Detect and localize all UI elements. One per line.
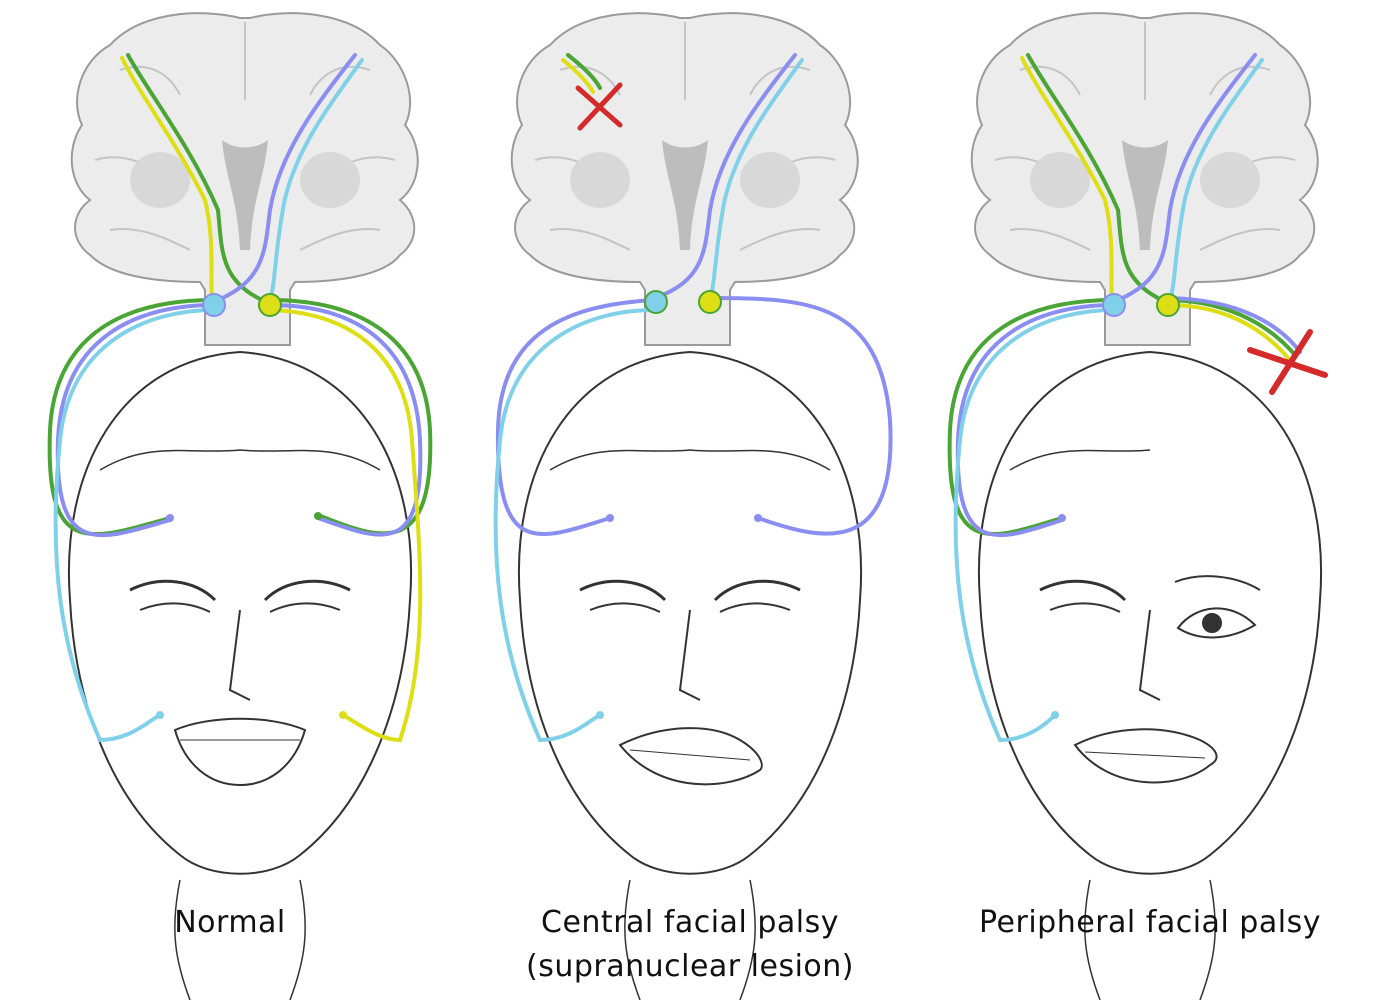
caption-normal: Normal xyxy=(174,905,286,940)
face-icon xyxy=(978,350,1322,1000)
nucleus-icon xyxy=(156,293,347,719)
panel-peripheral: Peripheral facial palsy xyxy=(920,0,1380,1000)
nucleus-icon xyxy=(596,290,762,719)
caption-peripheral: Peripheral facial palsy xyxy=(979,905,1321,940)
brain-icon xyxy=(70,12,419,346)
caption-central-line2: (supranuclear lesion) xyxy=(525,949,854,984)
brain-icon xyxy=(970,12,1319,346)
nerve-pathways xyxy=(947,53,1302,743)
nucleus-icon xyxy=(1051,293,1180,719)
nerve-pathways xyxy=(493,53,893,743)
diagram-central xyxy=(493,12,893,1000)
panel-normal: Normal xyxy=(0,0,460,1000)
lesion-cross-icon xyxy=(1247,329,1328,395)
diagram-peripheral xyxy=(947,12,1328,1000)
caption-central: Central facial palsy xyxy=(541,905,839,940)
nerve-pathways xyxy=(47,53,433,743)
diagram-normal xyxy=(47,12,433,1000)
lesion-cross-icon xyxy=(575,82,623,131)
panel-central: Central facial palsy (supranuclear lesio… xyxy=(460,0,920,1000)
face-icon xyxy=(518,350,862,1000)
brain-icon xyxy=(510,12,859,346)
face-icon xyxy=(68,350,412,1000)
